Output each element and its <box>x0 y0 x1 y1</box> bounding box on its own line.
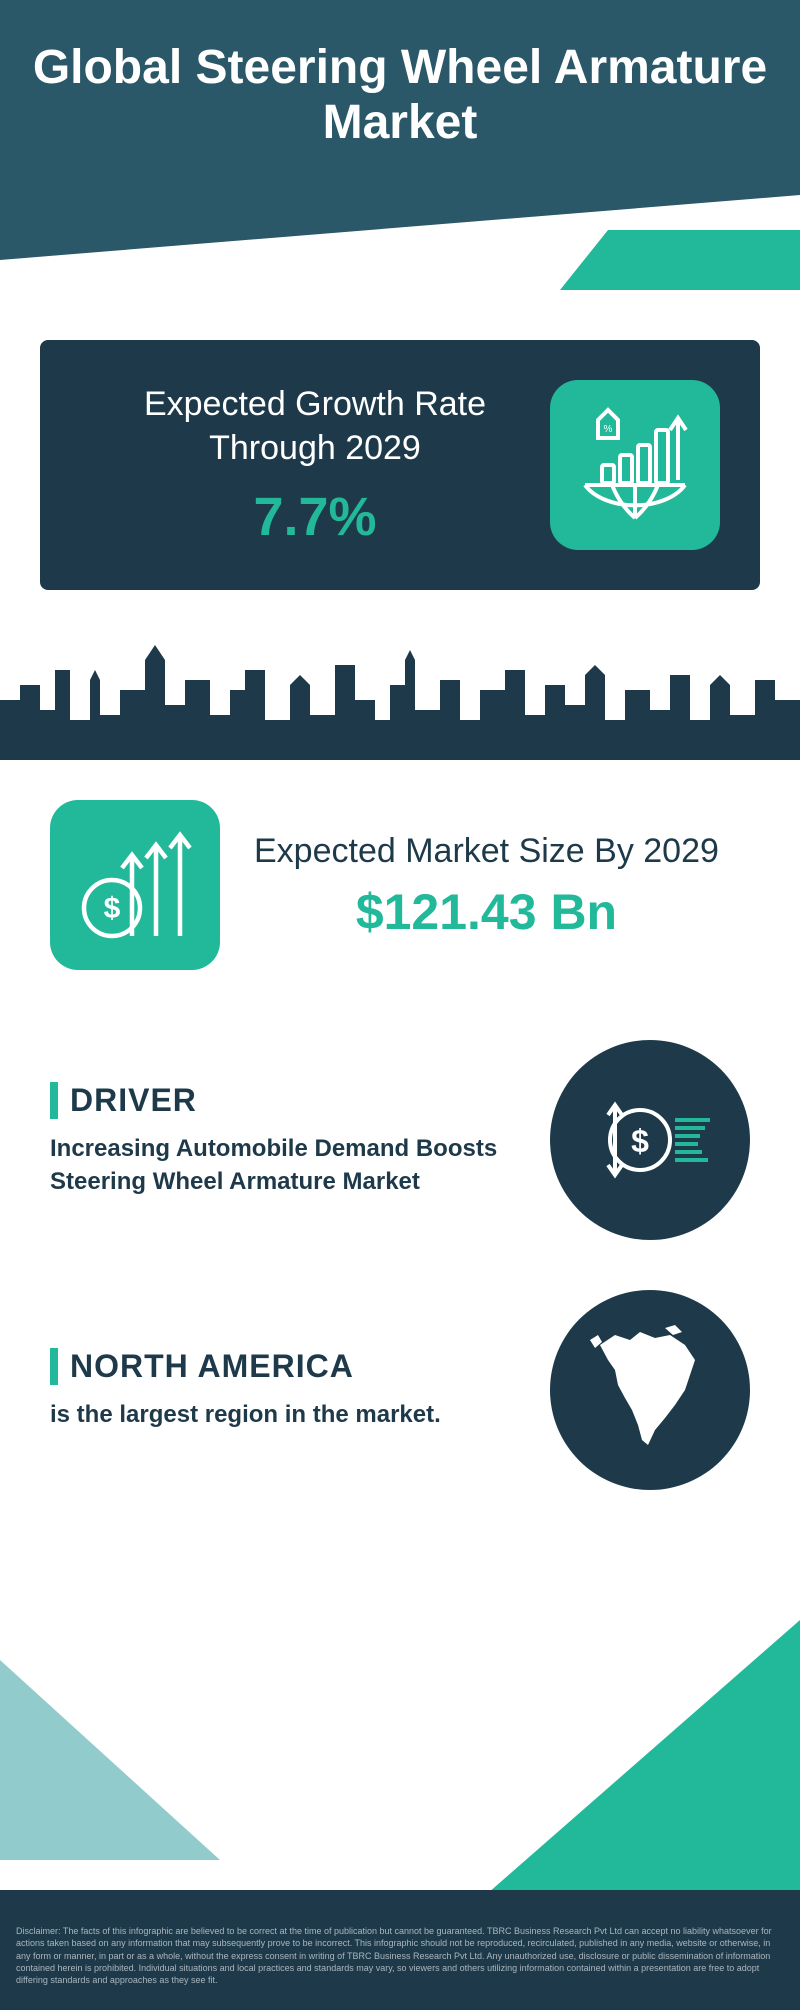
market-size-row: $ Expected Market Size By 2029 $121.43 B… <box>0 760 800 1010</box>
region-text-block: NORTH AMERICA is the largest region in t… <box>50 1348 441 1431</box>
region-icon-circle <box>550 1290 750 1490</box>
svg-text:$: $ <box>631 1123 649 1159</box>
driver-description: Increasing Automobile Demand Boosts Stee… <box>50 1133 500 1198</box>
svg-text:$: $ <box>104 892 121 925</box>
city-skyline-icon <box>0 630 800 760</box>
driver-row: DRIVER Increasing Automobile Demand Boos… <box>50 1040 750 1240</box>
market-size-value: $121.43 Bn <box>254 883 719 941</box>
growth-text-block: Expected Growth Rate Through 2029 7.7% <box>80 382 550 548</box>
dollar-arrows-icon: $ <box>70 820 200 950</box>
driver-heading: DRIVER <box>50 1082 500 1119</box>
globe-chart-icon: % <box>570 400 700 530</box>
info-section: DRIVER Increasing Automobile Demand Boos… <box>0 1010 800 1570</box>
market-size-icon-box: $ <box>50 800 220 970</box>
region-description: is the largest region in the market. <box>50 1399 441 1431</box>
footer-triangle-right <box>480 1620 800 1900</box>
header: Global Steering Wheel Armature Market <box>0 0 800 320</box>
disclaimer-text: Disclaimer: The facts of this infographi… <box>0 1919 800 2010</box>
market-size-label: Expected Market Size By 2029 <box>254 829 719 873</box>
footer: Information sourced from The Business Re… <box>0 1660 800 2000</box>
growth-rate-card: Expected Growth Rate Through 2029 7.7% % <box>40 340 760 590</box>
footer-triangle-left <box>0 1660 220 1860</box>
growth-value: 7.7% <box>80 486 550 548</box>
growth-icon-box: % <box>550 380 720 550</box>
skyline-divider <box>0 630 800 760</box>
header-accent-triangle <box>560 230 800 290</box>
region-heading: NORTH AMERICA <box>50 1348 441 1385</box>
growth-label: Expected Growth Rate Through 2029 <box>80 382 550 470</box>
north-america-map-icon <box>570 1310 730 1470</box>
market-size-text: Expected Market Size By 2029 $121.43 Bn <box>254 829 719 941</box>
driver-text-block: DRIVER Increasing Automobile Demand Boos… <box>50 1082 500 1198</box>
svg-text:%: % <box>604 424 613 435</box>
driver-icon-circle: $ <box>550 1040 750 1240</box>
region-row: NORTH AMERICA is the largest region in t… <box>50 1290 750 1490</box>
page-title: Global Steering Wheel Armature Market <box>0 40 800 150</box>
money-flow-icon: $ <box>580 1070 720 1210</box>
